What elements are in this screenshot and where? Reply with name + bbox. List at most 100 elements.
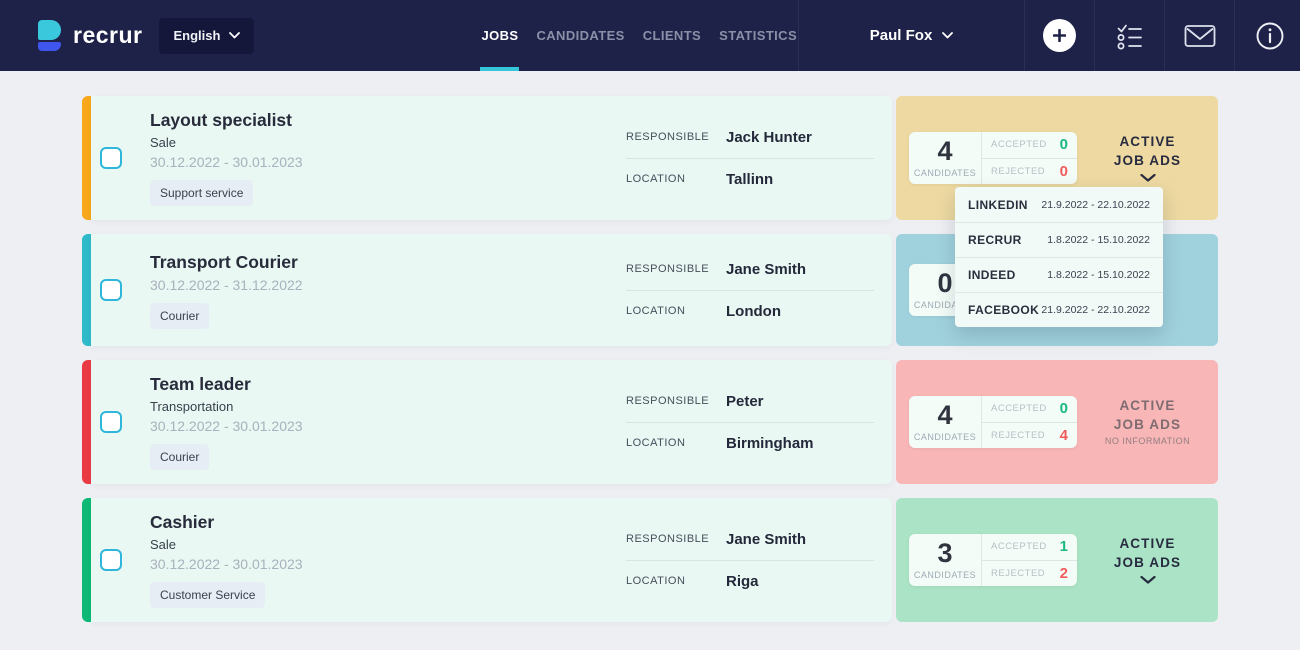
job-tag: Customer Service (150, 582, 266, 608)
nav-jobs[interactable]: JOBS (480, 0, 520, 71)
job-ad-dates: 1.8.2022 - 15.10.2022 (1047, 269, 1150, 281)
job-accent-bar (82, 96, 91, 220)
candidates-count: 4 (937, 136, 953, 166)
chevron-down-icon (229, 32, 241, 39)
chevron-down-icon (1139, 174, 1156, 182)
job-ad-item-indeed[interactable]: INDEED 1.8.2022 - 15.10.2022 (955, 257, 1163, 292)
responsible-label: RESPONSIBLE (626, 131, 710, 143)
job-ad-item-facebook[interactable]: FACEBOOK 21.9.2022 - 22.10.2022 (955, 292, 1163, 327)
job-ad-item-recrur[interactable]: RECRUR 1.8.2022 - 15.10.2022 (955, 222, 1163, 257)
candidates-statbox: 4 CANDIDATES ACCEPTED 0 REJECTED 0 (909, 132, 1077, 184)
active-job-ads-toggle: ACTIVE JOB ADS NO INFORMATION (1077, 398, 1218, 447)
rejected-label: REJECTED (991, 567, 1046, 579)
rejected-count: 0 (1059, 162, 1068, 180)
accepted-label: ACCEPTED (991, 541, 1047, 553)
accepted-count: 0 (1059, 136, 1068, 154)
job-meta: RESPONSIBLE Peter LOCATION Birmingham (626, 360, 874, 484)
accepted-count: 1 (1059, 538, 1068, 556)
active-job-ads-toggle[interactable]: ACTIVE JOB ADS (1077, 134, 1218, 183)
rejected-label: REJECTED (991, 165, 1046, 177)
active-job-ads-dropdown: LINKEDIN 21.9.2022 - 22.10.2022 RECRUR 1.8.… (955, 187, 1163, 327)
responsible-label: RESPONSIBLE (626, 263, 710, 275)
active-job-ads-toggle[interactable]: ACTIVE JOB ADS (1077, 536, 1218, 585)
job-card-main: Layout specialist Sale 30.12.2022 - 30.0… (91, 96, 892, 220)
recrur-logo-icon (38, 20, 61, 51)
candidates-count: 3 (937, 538, 953, 568)
tasks-button[interactable] (1094, 0, 1164, 71)
accepted-label: ACCEPTED (991, 139, 1047, 151)
active-job-ads-line1: ACTIVE (1119, 133, 1176, 149)
job-stats-panel: 4 CANDIDATES ACCEPTED 0 REJECTED 4 ACTIV… (896, 360, 1218, 484)
job-card: Transport Courier 30.12.2022 - 31.12.202… (82, 234, 1218, 346)
job-info: Cashier Sale 30.12.2022 - 30.01.2023 Cus… (150, 498, 626, 622)
logo[interactable]: recrur (38, 0, 142, 71)
candidates-count: 0 (937, 268, 953, 298)
nav-statistics[interactable]: STATISTICS (719, 28, 798, 43)
language-label: English (173, 28, 221, 43)
mail-icon (1184, 24, 1215, 47)
info-icon (1256, 22, 1283, 49)
candidates-count: 4 (937, 400, 953, 430)
user-menu[interactable]: Paul Fox (798, 0, 1024, 71)
job-checkbox[interactable] (100, 549, 122, 571)
job-checkbox[interactable] (100, 411, 122, 433)
job-title: Transport Courier (150, 251, 298, 272)
job-dates: 30.12.2022 - 30.01.2023 (150, 418, 303, 434)
job-ad-dates: 1.8.2022 - 15.10.2022 (1047, 234, 1150, 246)
job-ad-source: FACEBOOK (968, 303, 1040, 317)
location-value: Riga (726, 572, 759, 590)
job-department: Sale (150, 537, 177, 552)
candidates-statbox: 3 CANDIDATES ACCEPTED 1 REJECTED 2 (909, 534, 1077, 586)
mail-button[interactable] (1164, 0, 1234, 71)
nav-candidates[interactable]: CANDIDATES (536, 28, 625, 43)
job-accent-bar (82, 360, 91, 484)
job-card-main: Cashier Sale 30.12.2022 - 30.01.2023 Cus… (91, 498, 892, 622)
location-value: Tallinn (726, 170, 774, 188)
rejected-count: 2 (1059, 564, 1068, 582)
job-checkbox[interactable] (100, 279, 122, 301)
job-tag: Courier (150, 444, 210, 470)
add-button[interactable] (1024, 0, 1094, 71)
candidates-statbox: 4 CANDIDATES ACCEPTED 0 REJECTED 4 (909, 396, 1077, 448)
job-ad-source: LINKEDIN (968, 197, 1028, 212)
accepted-label: ACCEPTED (991, 403, 1047, 415)
language-selector[interactable]: English (159, 17, 255, 54)
active-job-ads-line2: JOB ADS (1113, 416, 1182, 432)
job-title: Layout specialist (150, 110, 292, 130)
job-dates: 30.12.2022 - 30.01.2023 (150, 556, 303, 572)
job-card: Cashier Sale 30.12.2022 - 30.01.2023 Cus… (82, 498, 1218, 622)
location-value: Birmingham (726, 434, 814, 452)
accepted-count: 0 (1059, 400, 1068, 418)
job-tag: Courier (150, 302, 210, 329)
active-job-ads-line1: ACTIVE (1119, 535, 1176, 551)
job-info: Team leader Transportation 30.12.2022 - … (150, 360, 626, 484)
job-checkbox[interactable] (100, 147, 122, 169)
job-ad-item-linkedin[interactable]: LINKEDIN 21.9.2022 - 22.10.2022 (955, 187, 1163, 222)
no-information-note: NO INFORMATION (1104, 436, 1191, 447)
plus-icon (1043, 19, 1077, 52)
header-right: Paul Fox (798, 0, 1300, 71)
job-info: Transport Courier 30.12.2022 - 31.12.202… (150, 234, 626, 346)
responsible-value: Peter (726, 392, 764, 410)
rejected-count: 4 (1059, 426, 1068, 444)
responsible-label: RESPONSIBLE (626, 395, 710, 407)
responsible-label: RESPONSIBLE (626, 533, 710, 545)
job-tag: Support service (150, 180, 254, 206)
info-button[interactable] (1234, 0, 1300, 71)
job-dates: 30.12.2022 - 31.12.2022 (150, 276, 303, 293)
location-label: LOCATION (626, 575, 686, 587)
location-label: LOCATION (626, 305, 686, 317)
candidates-label: CANDIDATES (913, 168, 977, 178)
active-job-ads-line2: JOB ADS (1113, 554, 1182, 570)
job-title: Cashier (150, 512, 215, 532)
job-ad-source: INDEED (968, 268, 1016, 282)
location-value: London (726, 302, 781, 320)
rejected-label: REJECTED (991, 429, 1046, 441)
job-card: Team leader Transportation 30.12.2022 - … (82, 360, 1218, 484)
job-accent-bar (82, 234, 91, 346)
responsible-value: Jane Smith (726, 260, 807, 278)
app-header: recrur English JOBS CANDIDATES CLIENTS STAT… (0, 0, 1300, 71)
chevron-down-icon (942, 32, 954, 39)
nav-clients[interactable]: CLIENTS (642, 28, 702, 43)
responsible-value: Jack Hunter (726, 128, 812, 146)
